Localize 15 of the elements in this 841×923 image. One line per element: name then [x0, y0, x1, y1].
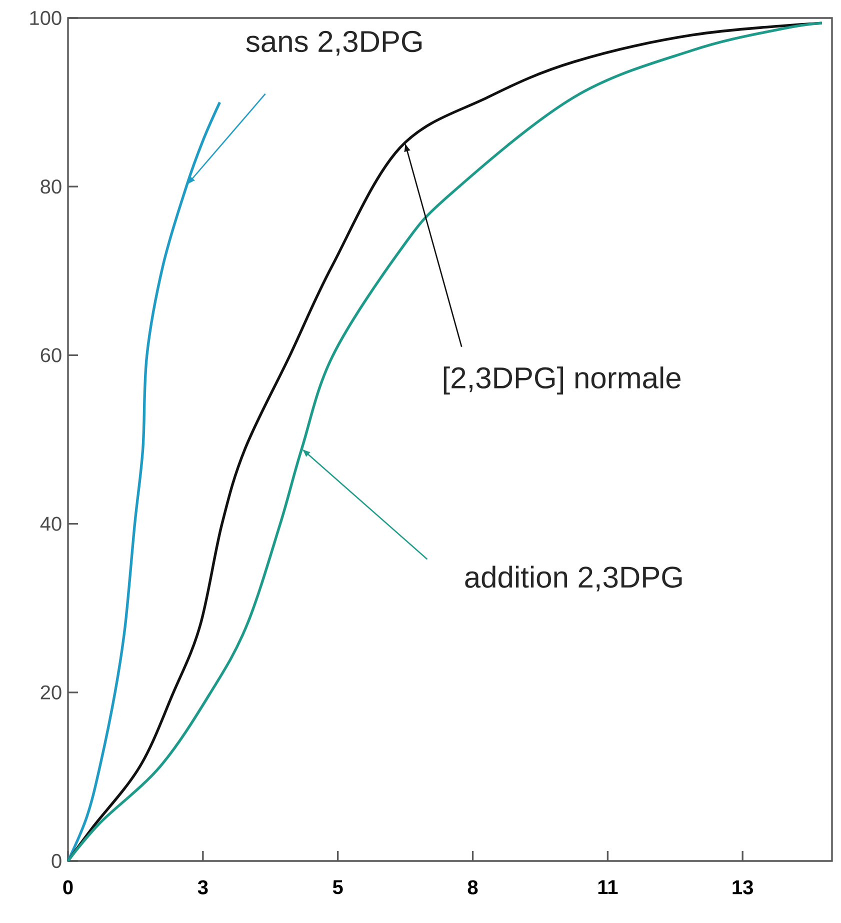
x-tick-label: 3 — [198, 880, 208, 894]
annotation: sans 2,3DPG — [246, 30, 422, 56]
y-tick-label: 40 — [40, 516, 62, 531]
x-tick-label: 5 — [332, 880, 343, 894]
x-tick-label: 13 — [732, 880, 753, 894]
x-tick-label: 8 — [468, 880, 478, 894]
y-tick-label: 20 — [40, 685, 62, 700]
y-tick-label: 80 — [40, 180, 62, 194]
y-tick-label: 0 — [52, 854, 62, 868]
x-tick-label: 0 — [63, 880, 73, 894]
annotation: addition 2,3DPG — [465, 566, 682, 592]
annotation: [2,3DPG] normale — [444, 366, 680, 394]
y-tick-label: 60 — [40, 348, 62, 362]
x-tick-label: 11 — [598, 880, 618, 894]
y-tick-label: 100 — [30, 10, 62, 26]
